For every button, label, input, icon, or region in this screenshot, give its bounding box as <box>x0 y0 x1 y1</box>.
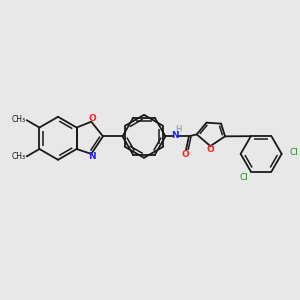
Text: O: O <box>181 150 189 159</box>
Text: CH₃: CH₃ <box>12 152 26 161</box>
Text: H: H <box>175 125 181 134</box>
Text: N: N <box>171 131 179 140</box>
Text: Cl: Cl <box>290 148 298 158</box>
Text: O: O <box>88 114 96 123</box>
Text: O: O <box>206 146 214 154</box>
Text: CH₃: CH₃ <box>12 115 26 124</box>
Text: Cl: Cl <box>239 173 248 182</box>
Text: N: N <box>88 152 96 161</box>
